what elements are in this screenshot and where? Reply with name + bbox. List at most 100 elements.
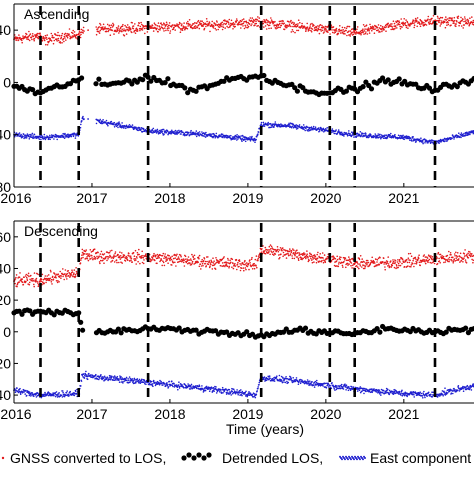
data-point — [78, 34, 80, 36]
data-point — [192, 261, 194, 263]
data-point — [202, 25, 204, 27]
data-point — [116, 259, 118, 261]
data-point — [96, 77, 101, 82]
data-point — [383, 257, 385, 259]
data-point — [52, 35, 54, 37]
data-point — [314, 257, 316, 259]
data-point — [454, 258, 456, 260]
data-point — [37, 282, 39, 284]
data-point — [430, 255, 432, 257]
data-point — [352, 28, 354, 30]
data-point — [80, 37, 82, 39]
data-point — [315, 258, 317, 260]
data-point — [293, 26, 295, 28]
data-point — [363, 393, 365, 395]
data-point — [319, 253, 321, 255]
data-point — [134, 255, 136, 257]
data-point — [52, 137, 54, 139]
data-point-anchor — [80, 328, 85, 333]
data-point — [403, 139, 405, 141]
data-point — [26, 137, 28, 139]
data-point — [187, 383, 189, 385]
data-point — [316, 28, 318, 30]
data-point — [223, 256, 225, 258]
data-point — [325, 29, 327, 31]
data-point — [127, 259, 129, 261]
data-point — [206, 265, 208, 267]
data-point — [106, 31, 108, 33]
data-point — [58, 392, 60, 394]
data-point — [342, 265, 344, 267]
data-point — [49, 135, 51, 137]
data-point — [33, 280, 35, 282]
data-point — [178, 381, 180, 383]
data-point — [66, 392, 68, 394]
data-point — [29, 40, 31, 42]
data-point — [75, 137, 77, 139]
data-point — [143, 382, 145, 384]
data-point — [440, 254, 442, 256]
data-point — [191, 262, 193, 264]
data-point — [249, 136, 251, 138]
data-point — [25, 390, 27, 392]
data-point — [384, 266, 386, 268]
data-point — [81, 29, 83, 31]
data-point — [398, 20, 400, 22]
data-point — [371, 388, 373, 390]
data-point — [299, 252, 301, 254]
data-point — [363, 133, 365, 135]
data-point — [111, 121, 113, 123]
data-point — [114, 253, 116, 255]
data-point — [325, 28, 327, 30]
data-point — [202, 265, 204, 267]
data-point — [66, 273, 68, 275]
data-point — [384, 134, 386, 136]
data-point — [195, 132, 197, 134]
data-point — [174, 29, 176, 31]
data-point — [410, 266, 412, 268]
data-point — [471, 16, 473, 18]
data-point — [398, 263, 400, 265]
data-point — [75, 276, 77, 278]
data-point — [152, 386, 154, 388]
data-point — [208, 264, 210, 266]
data-point — [105, 256, 107, 258]
data-point — [338, 263, 340, 265]
data-point — [450, 24, 452, 26]
data-point — [461, 260, 463, 262]
data-point — [257, 25, 259, 27]
data-point — [347, 263, 349, 265]
data-point — [210, 262, 212, 264]
data-point — [269, 25, 271, 27]
data-point — [230, 135, 232, 137]
data-point — [367, 260, 369, 262]
data-point — [94, 248, 96, 250]
data-point — [166, 23, 168, 25]
data-point — [168, 386, 170, 388]
data-point — [41, 279, 43, 281]
data-point — [128, 380, 130, 382]
data-point — [234, 26, 236, 28]
data-point — [336, 385, 338, 387]
data-point — [161, 131, 163, 133]
data-point — [386, 134, 388, 136]
data-point — [152, 383, 154, 385]
data-point — [57, 32, 59, 34]
data-point — [336, 28, 338, 30]
data-point — [226, 393, 228, 395]
data-point — [292, 22, 294, 24]
data-point — [269, 378, 271, 380]
data-point — [363, 24, 365, 26]
data-point — [293, 250, 295, 252]
data-point — [313, 384, 315, 386]
data-point — [119, 123, 121, 125]
data-point — [232, 263, 234, 265]
data-point — [132, 378, 134, 380]
data-point — [108, 256, 110, 258]
data-point — [273, 254, 275, 256]
data-point — [27, 133, 29, 135]
data-point — [36, 278, 38, 280]
data-point — [153, 253, 155, 255]
data-point — [394, 23, 396, 25]
